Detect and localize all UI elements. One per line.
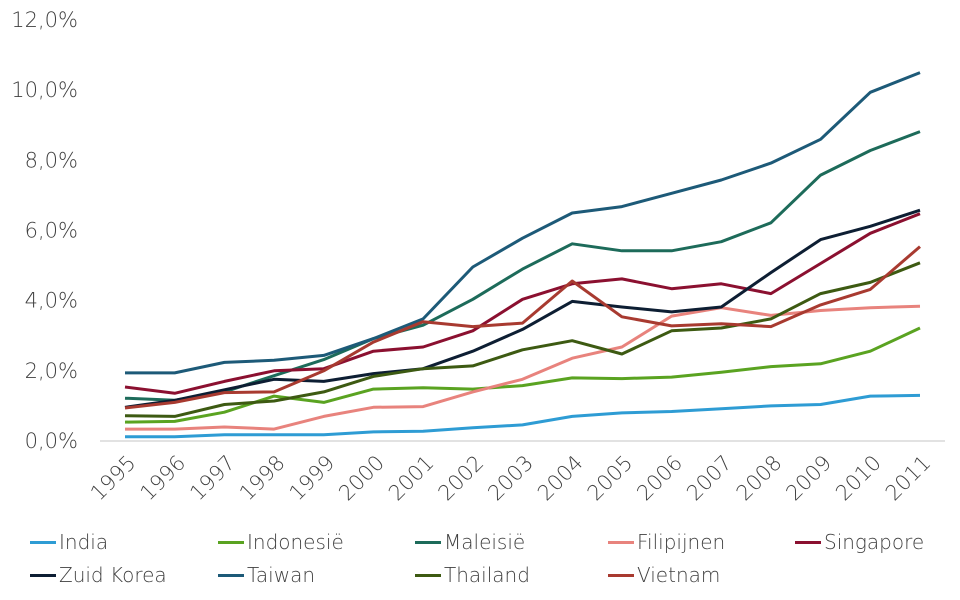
series-line-filipijnen: [125, 304, 921, 431]
x-tick-label: 2002: [434, 451, 489, 506]
legend-label: Vietnam: [637, 563, 721, 587]
x-axis: 1995199619971998199920002001200220032004…: [86, 451, 936, 506]
legend-item: Singapore: [795, 525, 924, 559]
x-tick-label: 2001: [384, 451, 439, 506]
series-line-thailand: [124, 261, 921, 418]
x-tick-label: 1999: [285, 451, 340, 506]
legend-item: Vietnam: [608, 558, 720, 592]
legend-label: Zuid Korea: [59, 563, 167, 587]
legend-item: Zuid Korea: [30, 558, 167, 592]
legend-label: Filipijnen: [637, 530, 726, 554]
legend-swatch: [30, 540, 56, 544]
legend-item: India: [30, 525, 108, 559]
legend-label: Singapore: [824, 530, 925, 554]
x-tick-label: 1996: [135, 451, 190, 506]
x-tick-label: 2000: [334, 451, 389, 506]
y-tick-label: 12,0%: [11, 8, 78, 32]
y-tick-label: 0,0%: [25, 429, 78, 453]
series-line-zuid-korea: [124, 208, 921, 409]
x-tick-label: 2004: [533, 451, 588, 506]
series-line-vietnam: [124, 245, 921, 410]
x-tick-label: 1995: [86, 451, 141, 506]
x-tick-label: 2007: [682, 451, 737, 506]
series-line-taiwan: [125, 71, 921, 375]
x-tick-label: 2005: [583, 451, 638, 506]
x-tick-label: 1997: [185, 451, 240, 506]
x-tick-label: 2009: [781, 451, 836, 506]
legend-label: Indonesië: [247, 530, 344, 554]
series-line-singapore: [124, 212, 921, 395]
legend-swatch: [218, 540, 244, 544]
x-tick-label: 2011: [881, 451, 936, 506]
legend-swatch: [30, 573, 56, 577]
y-tick-label: 2,0%: [25, 359, 78, 383]
y-tick-label: 8,0%: [25, 148, 78, 172]
y-tick-label: 4,0%: [25, 289, 78, 313]
series-line-india: [125, 393, 921, 439]
legend-label: Thailand: [444, 563, 530, 587]
series-line-indonesi-: [124, 326, 921, 424]
legend: India Indonesië Maleisië Filipijnen Singapor…: [0, 520, 960, 600]
legend-label: Taiwan: [247, 563, 316, 587]
legend-swatch: [608, 540, 634, 544]
legend-swatch: [608, 573, 634, 577]
legend-item: Maleisië: [415, 525, 525, 559]
line-chart: 0,0%2,0%4,0%6,0%8,0%10,0%12,0% 199519961…: [11, 8, 945, 506]
legend-item: Taiwan: [218, 558, 315, 592]
series-line-maleisi-: [124, 130, 921, 402]
series-lines: [124, 71, 921, 439]
legend-label: Maleisië: [444, 530, 526, 554]
x-tick-label: 2008: [732, 451, 787, 506]
legend-swatch: [415, 573, 441, 577]
x-tick-label: 2003: [483, 451, 538, 506]
legend-swatch: [415, 540, 441, 544]
legend-item: Thailand: [415, 558, 530, 592]
y-tick-label: 6,0%: [25, 219, 78, 243]
legend-swatch: [218, 573, 244, 577]
legend-swatch: [795, 540, 821, 544]
legend-label: India: [59, 530, 109, 554]
y-tick-label: 10,0%: [11, 78, 78, 102]
legend-item: Filipijnen: [608, 525, 725, 559]
x-tick-label: 1998: [235, 451, 290, 506]
x-tick-label: 2006: [632, 451, 687, 506]
legend-item: Indonesië: [218, 525, 344, 559]
x-tick-label: 2010: [831, 451, 886, 506]
y-axis: 0,0% 2,0% 4,0% 6,0% 8,0% 10,0% 12,0%: [11, 8, 78, 453]
